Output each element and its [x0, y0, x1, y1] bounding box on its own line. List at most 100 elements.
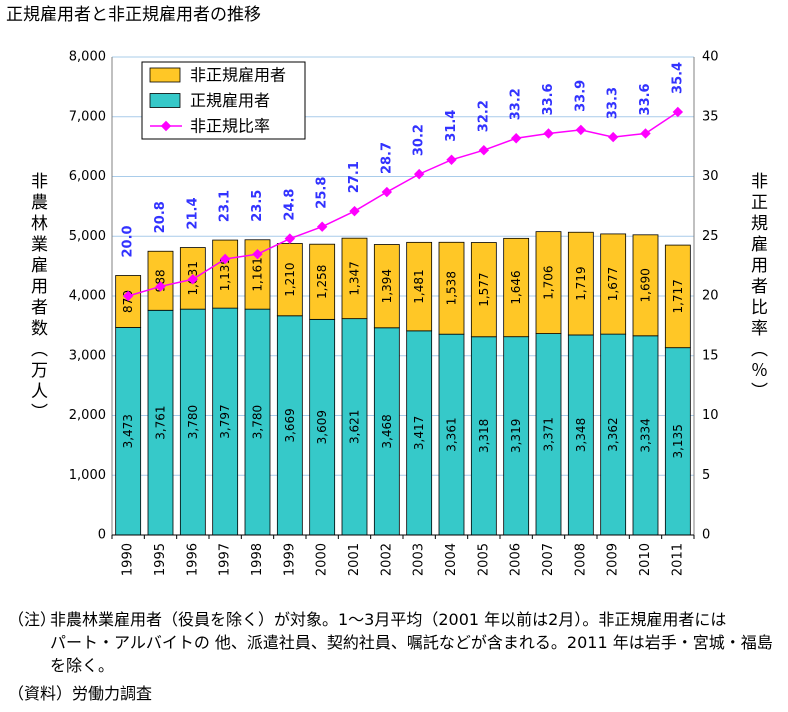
y2-tick-label: 35 [702, 109, 719, 124]
y-tick-label: 3,000 [69, 348, 106, 363]
bar-segment [373, 327, 400, 536]
bar-value-label: 3,348 [574, 418, 588, 452]
y-tick-label: 4,000 [69, 289, 106, 304]
x-tick-label: 2006 [509, 543, 524, 576]
bar-value-label: 3,371 [542, 417, 556, 451]
y-tick-label: 1,000 [69, 468, 106, 483]
y2-tick-label: 15 [702, 348, 719, 363]
legend-swatch [149, 93, 181, 108]
note-row: パート・アルバイトの 他、派遣社員、契約社員、嘱託などが含まれる。2011 年は… [8, 631, 784, 654]
bar-segment [438, 241, 465, 335]
x-tick-label: 2004 [444, 543, 459, 576]
bar-segment [212, 307, 239, 536]
bar-value-label: 3,780 [186, 405, 200, 439]
legend-label: 非正規比率 [190, 117, 270, 136]
bar-segment [632, 335, 659, 536]
bar-value-label: 3,621 [348, 410, 362, 444]
x-tick-label: 2010 [638, 543, 653, 576]
x-tick-label: 2003 [412, 543, 427, 576]
x-tick-label: 2002 [379, 543, 394, 576]
note-row: を除く。 [8, 654, 784, 677]
x-ticks [111, 535, 695, 539]
bar-value-label: 3,417 [412, 416, 426, 450]
bar-segment [535, 231, 562, 334]
gridlines [112, 56, 694, 476]
x-tick-labels: 1990 1995 1996 1997 1998 1999 2000 2001 2002 2003… [121, 543, 686, 576]
x-tick-label: 1998 [250, 543, 265, 576]
bar-segment [664, 244, 691, 349]
y2-tick-label: 40 [702, 50, 719, 65]
bar-value-label: 1,347 [348, 261, 362, 295]
bar-segment [179, 308, 206, 536]
ratio-label: 33.6 [541, 83, 556, 115]
note-indent [8, 631, 50, 654]
bar-value-label: 3,780 [251, 405, 265, 439]
y-tick-label: 6,000 [69, 169, 106, 184]
bar-segment [115, 275, 142, 328]
bar-segment [470, 242, 497, 338]
bar-segment [632, 234, 659, 337]
bar-value-label: 1,706 [542, 265, 556, 299]
bar-segment [309, 243, 336, 320]
y-tick-labels: 0 1,000 2,000 3,000 4,000 5,000 6,000 7,000 8,00… [69, 50, 106, 543]
ratio-marker [446, 154, 457, 165]
y2-tick-label: 10 [702, 408, 719, 423]
legend-label: 正規雇用者 [190, 91, 270, 110]
source-note: （資料）労働力調査 [8, 684, 153, 703]
ratio-label: 23.5 [250, 190, 265, 222]
y2-tick-label: 0 [702, 528, 710, 543]
y-tick-label: 5,000 [69, 229, 106, 244]
ratio-label: 25.8 [315, 177, 330, 209]
bar-value-label: 3,318 [477, 419, 491, 453]
ratio-marker [413, 168, 425, 180]
bars [115, 231, 691, 536]
ratio-marker [316, 221, 328, 232]
bar-segment [212, 239, 239, 309]
bar-value-label: 1,210 [283, 262, 297, 296]
note-line: 非農林業雇用者（役員を除く）が対象。1～3月平均（2001 年以前は2月）。非正… [50, 610, 727, 629]
bar-segment [567, 334, 594, 536]
ratio-label: 21.4 [185, 197, 200, 229]
bar-segment [373, 244, 400, 329]
ratio-line [127, 111, 679, 297]
x-tick-label: 2001 [347, 543, 362, 576]
x-tick-label: 1990 [121, 543, 136, 576]
ratio-marker [672, 106, 684, 118]
y2-axis-title: 非正規雇用者比率（％） [747, 172, 767, 403]
ratio-label: 30.2 [412, 124, 427, 156]
chart: 3,4738703,7619883,7801,0313,7971,1393,78… [69, 50, 719, 577]
y2-tick-label: 25 [702, 229, 719, 244]
ratio-label: 33.3 [606, 87, 621, 119]
bar-value-label: 3,334 [639, 418, 653, 452]
bar-value-label: 3,609 [315, 410, 329, 444]
bar-value-label: 1,481 [412, 269, 426, 303]
note-line: パート・アルバイトの 他、派遣社員、契約社員、嘱託などが含まれる。2011 年は… [50, 633, 773, 652]
legend-swatch [149, 67, 181, 83]
ratio-marker [155, 281, 166, 292]
bar-segment [341, 237, 368, 320]
ratio-label: 33.9 [573, 80, 588, 112]
ratio-label: 33.2 [509, 88, 524, 120]
bar-segment [567, 231, 594, 336]
note-line: を除く。 [50, 656, 115, 675]
x-tick-label: 1996 [185, 543, 200, 576]
bar-value-label: 1,690 [639, 268, 653, 302]
bar-segment [535, 333, 562, 536]
x-tick-label: 2011 [670, 543, 685, 576]
bar-value-label: 1,719 [574, 266, 588, 300]
x-tick-label: 1997 [218, 543, 233, 576]
bar-value-label: 3,361 [445, 417, 459, 451]
ratio-marker [219, 253, 231, 265]
y2-tick-labels: 0 5 10 15 20 25 30 35 40 [702, 50, 719, 543]
note-label: （注） [8, 610, 57, 629]
bar-value-label: 3,669 [283, 408, 297, 442]
ratio-marker [510, 133, 522, 144]
x-tick-label: 2007 [541, 543, 556, 576]
bar-segment [276, 315, 303, 536]
ratio-label: 24.8 [282, 189, 297, 221]
y2-tick-label: 20 [702, 289, 719, 304]
ratio-marker [575, 124, 587, 136]
ratio-marker [478, 145, 490, 156]
notes: （注） 非農林業雇用者（役員を除く）が対象。1～3月平均（2001 年以前は2月… [8, 608, 784, 705]
